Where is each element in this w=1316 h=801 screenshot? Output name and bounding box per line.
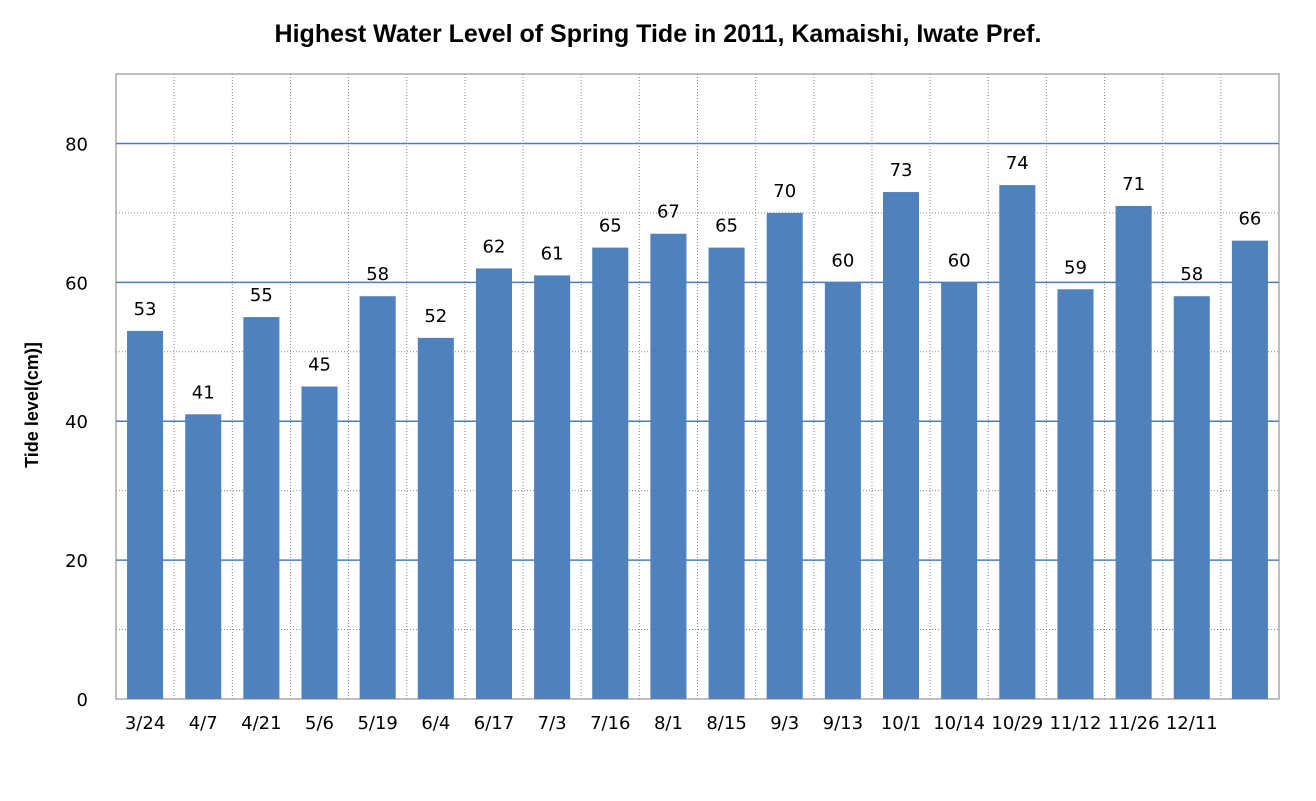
x-tick-label: 7/16 — [590, 713, 630, 734]
y-tick-label: 40 — [65, 412, 88, 433]
y-axis-ticks: 0 20 40 60 80 — [65, 134, 88, 711]
x-tick-label: 10/14 — [933, 713, 985, 734]
x-tick-label: 6/4 — [421, 713, 450, 734]
bar — [766, 212, 803, 699]
x-tick-label: 12/11 — [1166, 713, 1218, 734]
plot-area-border — [115, 73, 1280, 700]
bar — [1173, 296, 1210, 699]
bar — [1231, 240, 1268, 699]
y-tick-label: 0 — [77, 690, 88, 711]
bar — [534, 275, 571, 699]
x-tick-label: 11/26 — [1108, 713, 1160, 734]
bar — [243, 317, 280, 699]
data-label: 70 — [773, 181, 796, 202]
data-label: 71 — [1122, 174, 1145, 195]
data-label: 60 — [948, 250, 971, 271]
x-tick-label: 10/29 — [991, 713, 1043, 734]
x-axis-ticks: 3/24 4/7 4/21 5/6 5/19 6/4 6/17 7/3 7/16 8/1 8/15 9… — [125, 713, 1218, 734]
data-label: 55 — [250, 285, 273, 306]
data-label: 67 — [657, 202, 680, 223]
data-label: 58 — [1180, 264, 1203, 285]
bar — [475, 268, 513, 699]
data-label: 65 — [715, 216, 738, 237]
data-label: 66 — [1238, 209, 1261, 230]
x-tick-label: 5/6 — [305, 713, 334, 734]
data-label: 65 — [599, 216, 622, 237]
bar — [359, 296, 396, 699]
x-tick-label: 8/1 — [654, 713, 683, 734]
data-label: 74 — [1006, 153, 1029, 174]
bars — [127, 185, 1268, 700]
y-tick-label: 80 — [65, 134, 88, 155]
chart-title: Highest Water Level of Spring Tide in 20… — [274, 20, 1042, 48]
bar — [824, 282, 861, 699]
y-tick-label: 20 — [65, 551, 88, 572]
bar — [301, 386, 338, 699]
y-tick-label: 60 — [65, 273, 88, 294]
data-label: 58 — [366, 264, 389, 285]
bar — [127, 330, 164, 699]
grid-lines — [116, 74, 1279, 699]
x-tick-label: 7/3 — [538, 713, 567, 734]
bar — [417, 337, 454, 699]
y-axis-title: Tide level(cm)] — [22, 342, 42, 468]
bar — [882, 192, 920, 700]
data-label: 53 — [134, 299, 157, 320]
data-label: 41 — [192, 382, 215, 403]
x-tick-label: 9/13 — [823, 713, 863, 734]
data-labels: 53 41 55 45 58 52 62 61 65 67 65 70 60 73 60 74 59 71 58 66 — [134, 153, 1262, 403]
data-label: 61 — [541, 243, 564, 264]
data-label: 62 — [483, 236, 506, 257]
x-tick-label: 5/19 — [357, 713, 397, 734]
data-label: 52 — [424, 306, 447, 327]
data-label: 73 — [890, 160, 913, 181]
bar — [941, 282, 978, 699]
bar — [708, 247, 745, 699]
data-label: 60 — [831, 250, 854, 271]
bar — [1057, 289, 1094, 699]
x-tick-label: 10/1 — [881, 713, 921, 734]
bar — [1115, 205, 1152, 699]
x-tick-label: 4/21 — [241, 713, 281, 734]
x-tick-label: 9/3 — [770, 713, 799, 734]
bar — [650, 233, 687, 699]
x-tick-label: 8/15 — [706, 713, 746, 734]
bar — [592, 247, 629, 699]
x-tick-label: 3/24 — [125, 713, 165, 734]
bar — [185, 414, 222, 699]
x-tick-label: 11/12 — [1050, 713, 1102, 734]
x-tick-label: 4/7 — [189, 713, 218, 734]
bar — [999, 185, 1036, 700]
x-tick-label: 6/17 — [474, 713, 514, 734]
data-label: 45 — [308, 355, 331, 376]
data-label: 59 — [1064, 257, 1087, 278]
